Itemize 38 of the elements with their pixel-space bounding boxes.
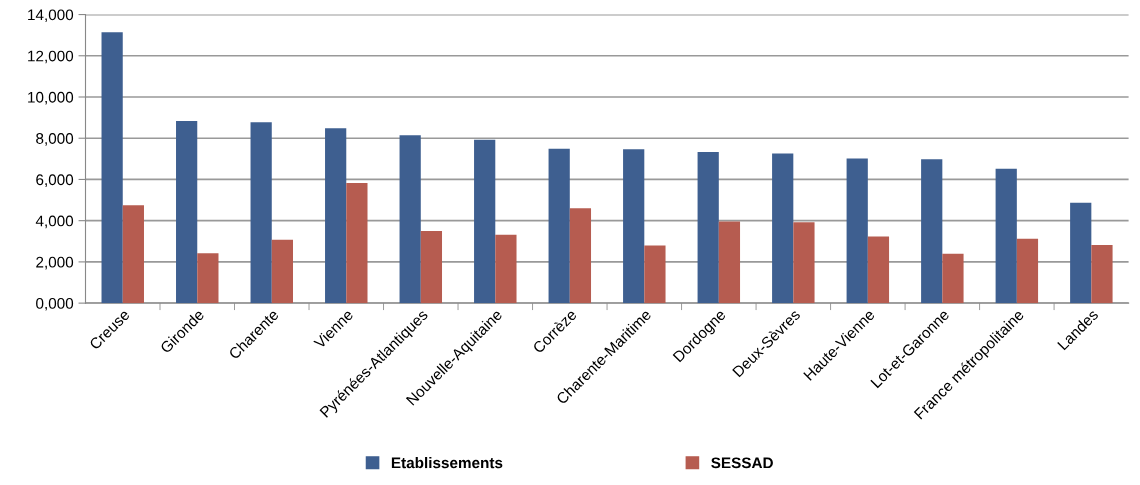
- bar: [623, 149, 645, 304]
- bar: [399, 135, 421, 304]
- bar: [495, 234, 517, 304]
- bar: [1016, 238, 1039, 304]
- y-tick-label: 12,000: [28, 50, 74, 64]
- y-tick-label: 8,000: [36, 133, 74, 146]
- legend-label: Etablissements: [391, 457, 503, 469]
- bar: [122, 205, 144, 304]
- bar: [995, 168, 1017, 304]
- bar: [846, 158, 868, 304]
- y-tick-label: 14,000: [28, 9, 74, 23]
- bar: [474, 139, 496, 304]
- bar: [772, 153, 794, 304]
- bar: [420, 230, 443, 304]
- bar: [346, 182, 368, 304]
- bar: [325, 128, 347, 304]
- bar: [548, 148, 570, 304]
- bar: [867, 236, 890, 304]
- bar: [1091, 245, 1113, 304]
- bar: [176, 121, 198, 304]
- bar: [697, 152, 719, 304]
- bar: [793, 222, 815, 304]
- bar: [197, 253, 219, 304]
- y-tick-label: 2,000: [36, 256, 74, 270]
- bar: [921, 159, 943, 304]
- bar: [271, 239, 293, 304]
- y-tick-label: 10,000: [28, 91, 74, 105]
- bar: [644, 245, 666, 304]
- y-tick-label: 0,000: [36, 297, 74, 311]
- bar: [569, 208, 592, 304]
- bar: [942, 253, 964, 304]
- bar: [1070, 202, 1092, 304]
- y-tick-label: 4,000: [35, 215, 74, 229]
- bar: [718, 221, 741, 304]
- y-tick-label: 6,000: [36, 174, 74, 187]
- bar: [101, 32, 123, 304]
- bar: [250, 122, 272, 304]
- legend-label: SESSAD: [711, 457, 773, 469]
